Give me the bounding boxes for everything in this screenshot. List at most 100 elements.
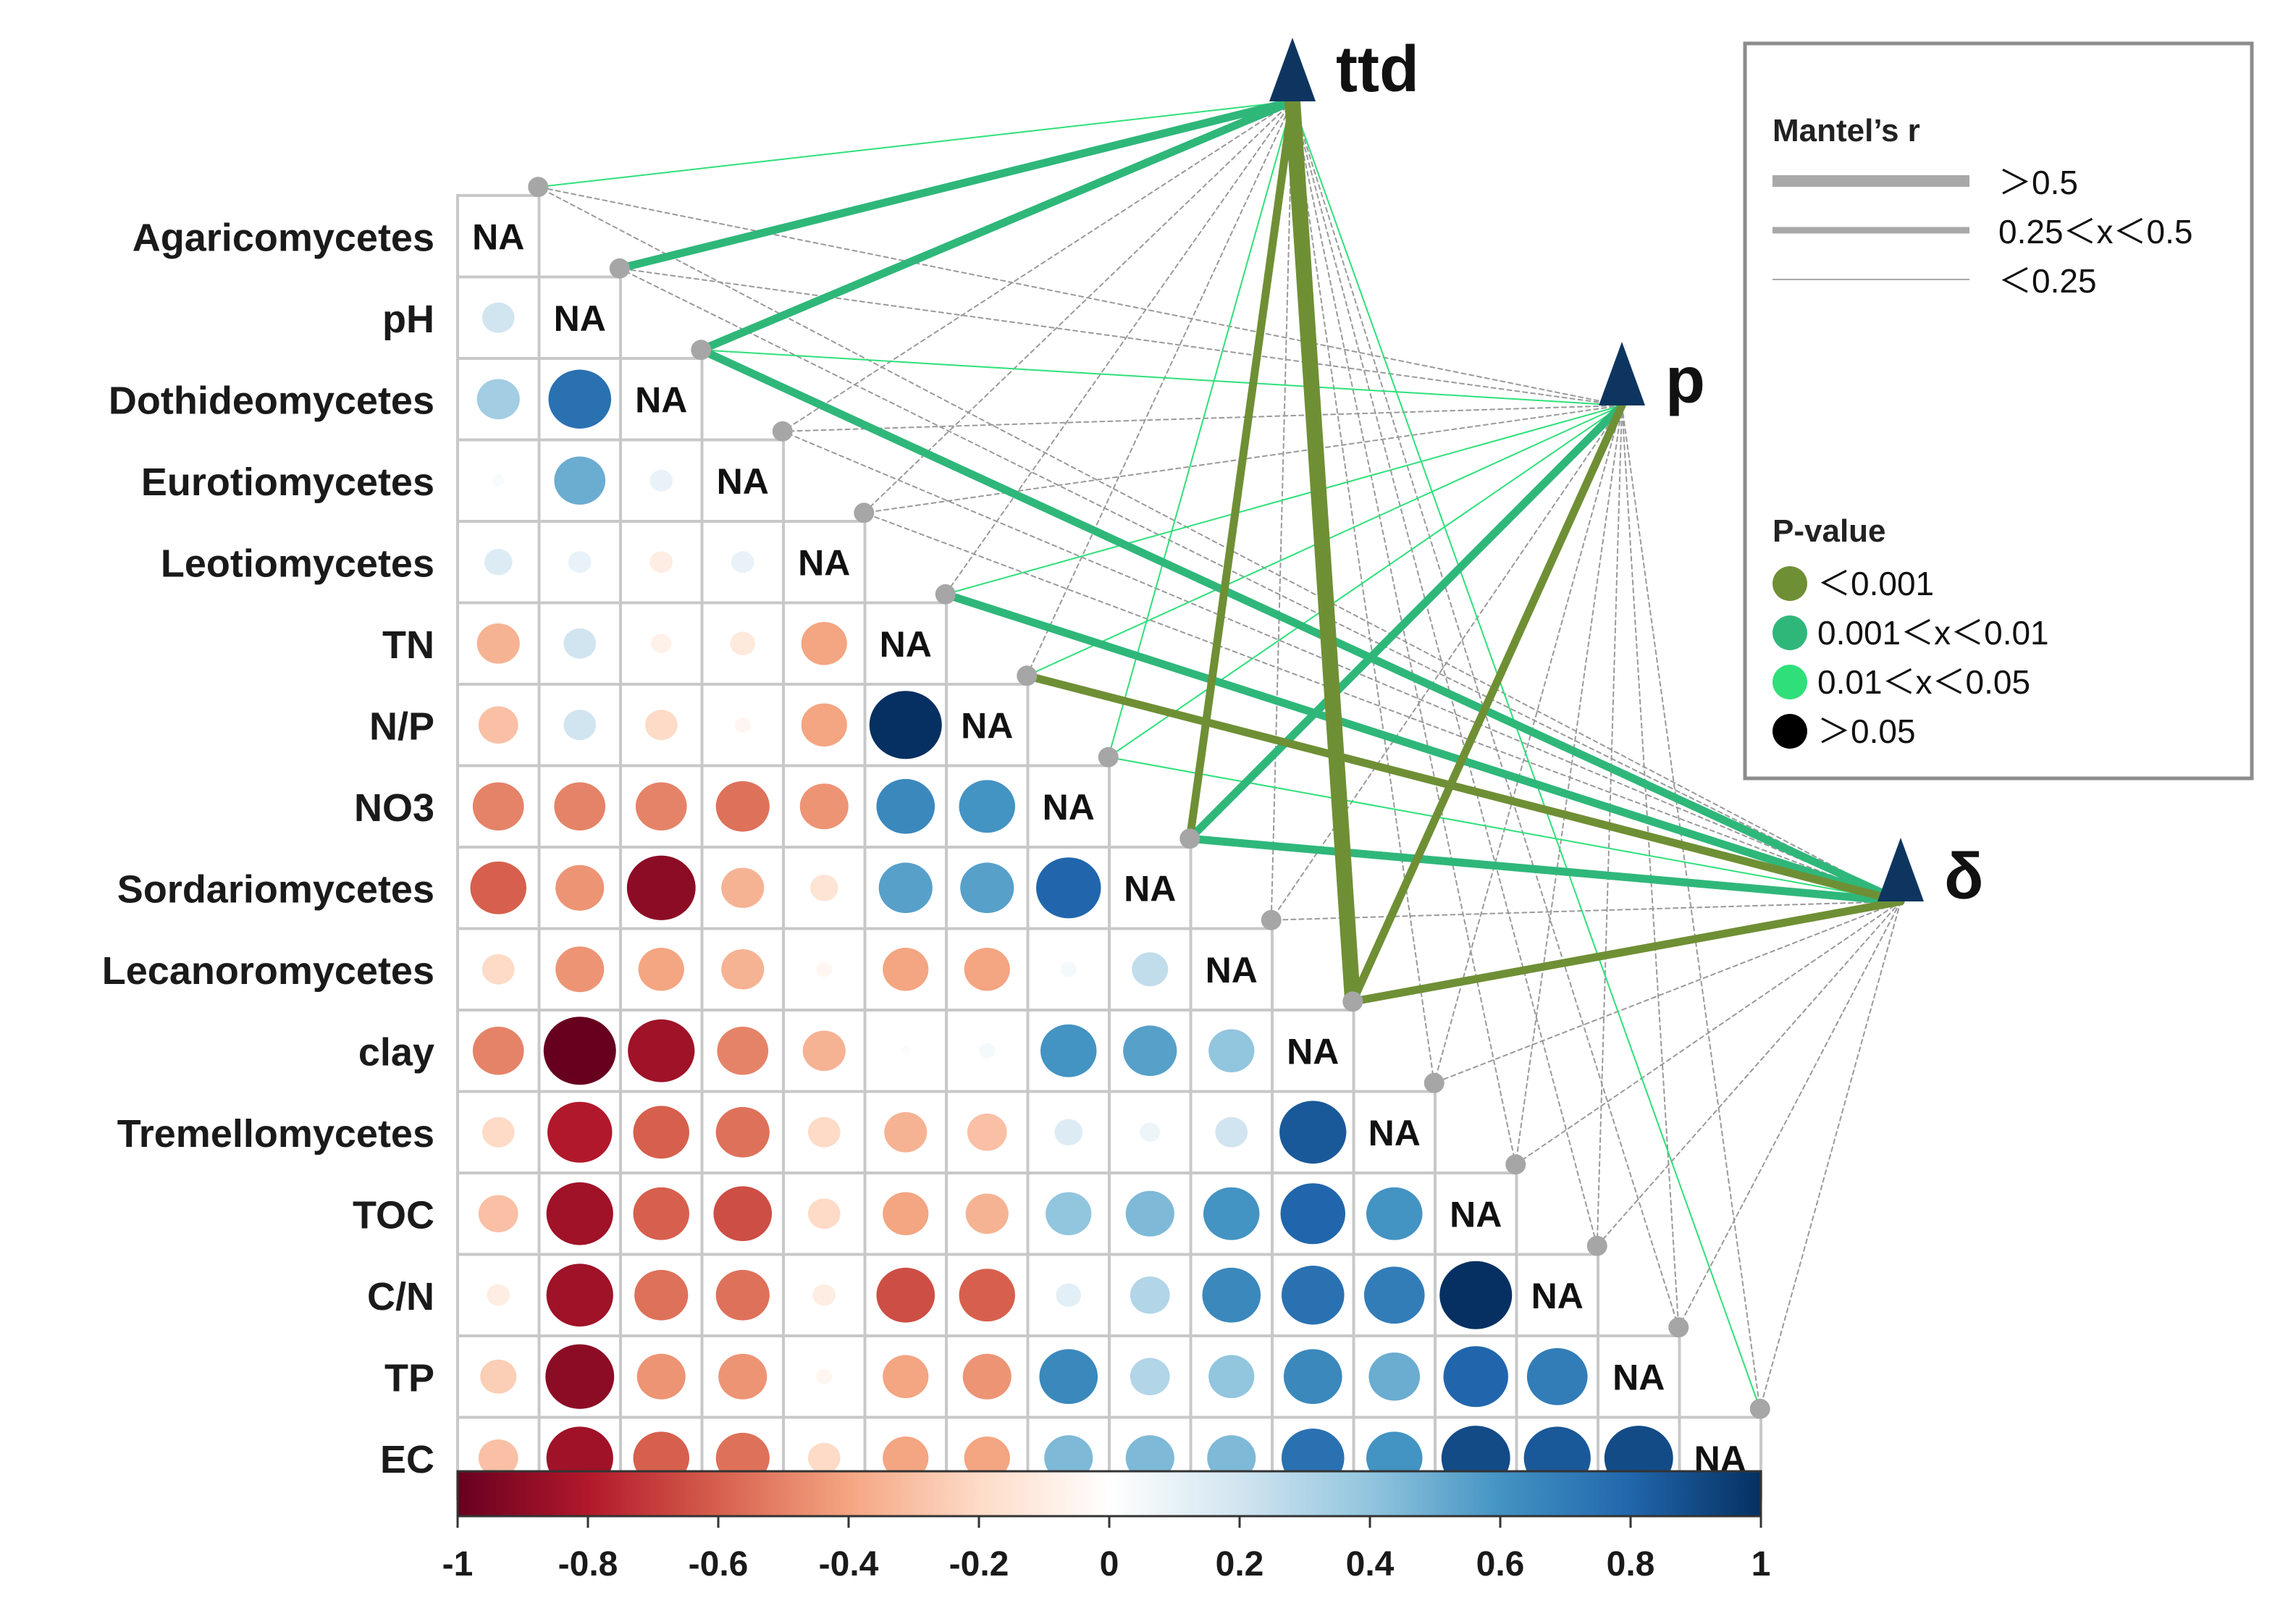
corr-circle-lecanoromycetes-tn [883, 948, 929, 991]
corr-circle-no3-eurotiomycetes [715, 781, 770, 832]
diagonal-na-c-n: NA [1531, 1276, 1584, 1316]
diagonal-na-clay: NA [1287, 1031, 1339, 1072]
corr-circle-tp-dothideomycetes [636, 1353, 686, 1400]
corr-circle-clay-leotiomycetes [802, 1030, 846, 1072]
anchor-dot-tn [935, 584, 956, 605]
row-label-c-n: C/N [367, 1275, 434, 1318]
corr-circle-clay-ph [543, 1017, 616, 1085]
corr-circle-sordariomycetes-ph [555, 865, 605, 911]
colorbar-tick-label: -0.6 [689, 1545, 749, 1583]
corr-circle-tremellomycetes-sordariomycetes [1140, 1122, 1161, 1143]
link-ttd-ec [1292, 101, 1761, 1410]
corr-circle-tp-tremellomycetes [1368, 1353, 1421, 1401]
corr-circle-leotiomycetes-eurotiomycetes [731, 551, 754, 573]
corr-circle-no3-agaricomycetes [472, 782, 524, 830]
anchor-dot-c-n [1586, 1235, 1607, 1256]
link-ttd-ph [615, 97, 1297, 273]
corr-circle-tremellomycetes-ph [547, 1101, 613, 1163]
corr-circle-toc-eurotiomycetes [713, 1186, 773, 1242]
anchor-dot-dothideomycetes [691, 340, 712, 361]
corr-circle-ec-tn [883, 1437, 929, 1480]
row-label-eurotiomycetes: Eurotiomycetes [141, 460, 434, 504]
corr-circle-no3-dothideomycetes [635, 782, 687, 830]
corr-circle-ec-leotiomycetes [807, 1442, 841, 1473]
link-p-sordariomycetes [1185, 401, 1626, 843]
corr-circle-tp-c-n [1526, 1347, 1588, 1405]
cell-lecanoromycetes-no3 [1026, 927, 1111, 1011]
diagonal-na-ph: NA [554, 298, 606, 339]
corr-circle-lecanoromycetes-no3 [1060, 962, 1077, 977]
corr-circle-tp-no3 [1039, 1349, 1098, 1405]
corr-circle-lecanoromycetes-agaricomycetes [482, 954, 515, 985]
corr-circle-c-n-ph [546, 1263, 613, 1327]
anchor-dot-clay [1342, 991, 1363, 1012]
corr-circle-tp-clay [1283, 1349, 1342, 1405]
corr-circle-tremellomycetes-lecanoromycetes [1215, 1116, 1248, 1148]
link-delta-ec [1759, 901, 1901, 1410]
diagonal-na-agaricomycetes: NA [472, 216, 524, 257]
corr-circle-no3-leotiomycetes [799, 783, 849, 830]
corr-circle-n-p-agaricomycetes [478, 706, 518, 744]
cell-agaricomycetes-agaricomycetes [456, 194, 541, 279]
colorbar-tick-label: 0.2 [1216, 1545, 1264, 1583]
anchor-dot-ec [1749, 1398, 1770, 1419]
corr-circle-ec-agaricomycetes [478, 1439, 518, 1477]
link-p-clay [1348, 401, 1626, 1006]
corr-circle-sordariomycetes-tn [878, 862, 933, 914]
corr-circle-tp-toc [1443, 1346, 1508, 1408]
link-delta-ph [618, 267, 1901, 902]
corr-circle-clay-dothideomycetes [628, 1019, 695, 1082]
corr-circle-n-p-eurotiomycetes [734, 717, 751, 733]
anchor-dot-agaricomycetes [528, 177, 549, 198]
corr-circle-c-n-clay [1281, 1266, 1345, 1325]
corr-circle-leotiomycetes-dothideomycetes [649, 551, 673, 573]
corr-circle-c-n-tn [876, 1267, 935, 1323]
link-ttd-n-p [1026, 101, 1293, 677]
corr-circle-sordariomycetes-agaricomycetes [470, 861, 526, 914]
row-label-tremellomycetes: Tremellomycetes [117, 1112, 434, 1156]
corr-circle-toc-dothideomycetes [633, 1187, 689, 1240]
corr-circle-toc-sordariomycetes [1125, 1190, 1174, 1237]
corr-circle-dothideomycetes-ph [548, 369, 612, 429]
link-p-tn [944, 405, 1623, 595]
corr-circle-lecanoromycetes-leotiomycetes [816, 962, 833, 977]
corr-circle-n-p-tn [869, 691, 942, 760]
diagonal-na-eurotiomycetes: NA [717, 461, 769, 502]
corr-circle-c-n-lecanoromycetes [1202, 1267, 1261, 1323]
corr-circle-clay-eurotiomycetes [717, 1027, 769, 1075]
link-ttd-sordariomycetes [1185, 97, 1297, 843]
link-delta-tremellomycetes [1433, 901, 1901, 1084]
corr-circle-clay-no3 [1040, 1024, 1097, 1077]
legend-mantel-medium-label: 0.25＜x＜0.5 [1998, 213, 2192, 251]
link-delta-tp [1678, 901, 1901, 1329]
legend-pvalue-swatch-2 [1773, 615, 1807, 650]
corr-circle-tremellomycetes-tn [884, 1111, 928, 1153]
link-p-dothideomycetes [700, 349, 1623, 406]
diagonal-na-lecanoromycetes: NA [1206, 950, 1258, 990]
corr-circle-sordariomycetes-leotiomycetes [810, 875, 838, 901]
corr-circle-tp-leotiomycetes [816, 1368, 833, 1384]
corr-circle-tremellomycetes-clay [1279, 1101, 1347, 1164]
corr-circle-tp-n-p [962, 1353, 1012, 1400]
cell-tp-dothideomycetes [619, 1334, 704, 1419]
corr-circle-n-p-dothideomycetes [644, 710, 678, 741]
cell-leotiomycetes-leotiomycetes [782, 520, 867, 605]
corr-circle-eurotiomycetes-dothideomycetes [649, 469, 673, 492]
row-label-tn: TN [382, 623, 434, 667]
link-ttd-tn [944, 101, 1293, 595]
legend-pvalue-label-2: 0.001＜x＜0.01 [1817, 614, 2049, 652]
row-label-no3: NO3 [354, 786, 434, 830]
node-label-delta: δ [1944, 841, 1984, 913]
legend-mantel-strong-label: ＞0.5 [1998, 164, 2078, 201]
node-label-p: p [1665, 345, 1705, 417]
link-delta-c-n [1596, 901, 1901, 1247]
diagonal-na-tp: NA [1612, 1357, 1665, 1397]
corr-circle-eurotiomycetes-ph [554, 456, 606, 505]
corr-circle-tp-lecanoromycetes [1208, 1355, 1255, 1398]
corr-circle-lecanoromycetes-dothideomycetes [638, 948, 684, 991]
corr-circle-tp-tn [883, 1355, 929, 1398]
link-ttd-tp [1292, 101, 1680, 1329]
row-label-leotiomycetes: Leotiomycetes [161, 542, 434, 585]
corr-circle-toc-clay [1280, 1183, 1345, 1245]
row-label-sordariomycetes: Sordariomycetes [117, 867, 434, 911]
